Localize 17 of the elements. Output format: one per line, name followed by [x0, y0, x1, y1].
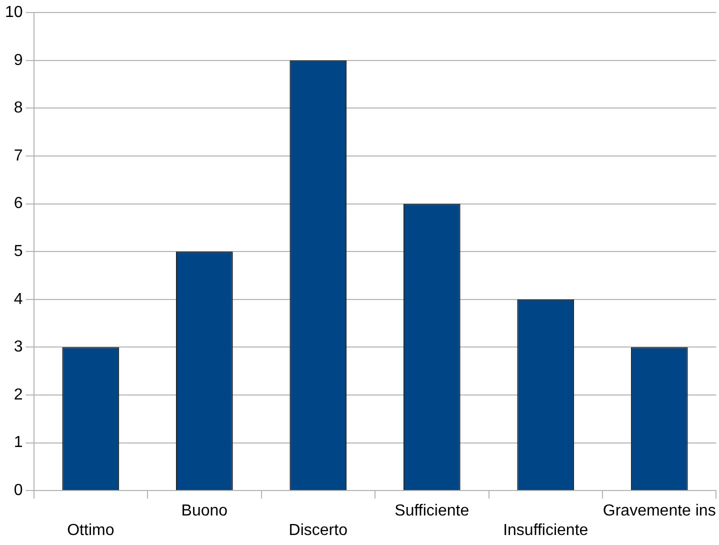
x-tick-label: Insufficiente	[503, 522, 588, 539]
y-tick-label: 1	[14, 434, 23, 452]
y-tick-label: 0	[14, 482, 23, 500]
y-tick-label: 3	[14, 338, 23, 356]
y-tick-label: 2	[14, 386, 23, 404]
y-tick-label: 9	[14, 52, 23, 69]
x-tick-label: Sufficiente	[394, 502, 470, 520]
x-tick-label: Buono	[181, 502, 228, 520]
y-tick-label: 10	[5, 4, 23, 22]
y-tick-label: 4	[14, 290, 23, 308]
y-tick-label: 7	[14, 147, 23, 164]
x-tick-label: Ottimo	[67, 522, 114, 539]
y-tick-label: 6	[14, 195, 23, 212]
x-tick-label: Gravemente ins	[602, 502, 716, 520]
x-tick-label: Discerto	[288, 522, 348, 539]
y-tick-label: 5	[14, 243, 23, 260]
y-tick-label: 8	[14, 100, 23, 117]
